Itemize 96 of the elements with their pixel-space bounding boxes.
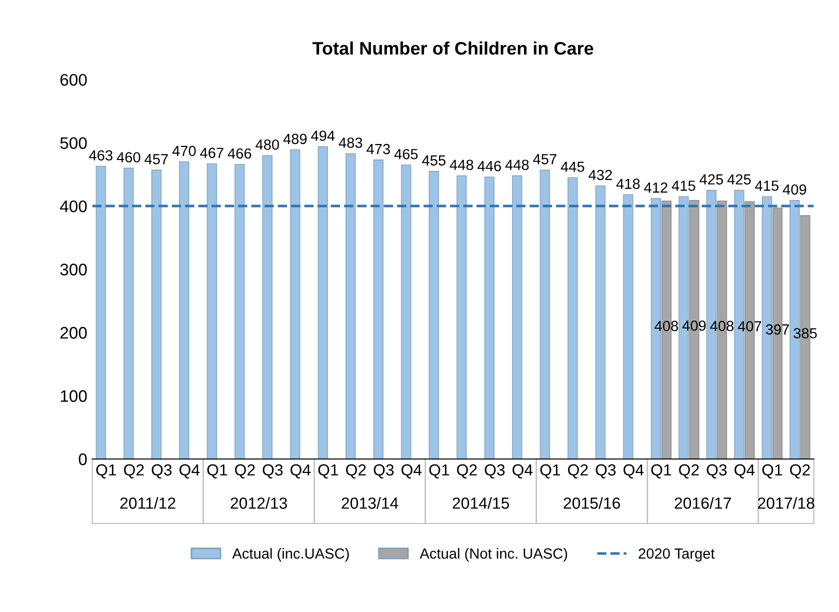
x-tick-label: Q3 <box>262 464 283 478</box>
data-label: 385 <box>794 328 817 338</box>
y-tick-label: 100 <box>60 390 87 402</box>
y-tick-label: 200 <box>60 326 87 339</box>
data-label: 415 <box>755 180 778 191</box>
x-tick-label: Q2 <box>235 464 255 478</box>
bar <box>623 194 634 459</box>
x-tick-label: Q1 <box>96 464 116 478</box>
data-label: 397 <box>766 324 789 335</box>
y-tick-label: 600 <box>60 74 87 86</box>
text: 2014/15 <box>452 497 510 509</box>
data-label: 470 <box>172 146 196 156</box>
x-tick-label: Q1 <box>651 464 672 478</box>
data-label: 418 <box>616 178 640 189</box>
x-tick-label: Q3 <box>596 464 616 478</box>
bar <box>346 153 356 459</box>
bar <box>428 170 439 459</box>
data-label: 483 <box>338 138 362 148</box>
legend-label: Actual (inc.UASC) <box>232 548 349 562</box>
data-label: 446 <box>478 160 501 172</box>
x-tick-label: Q4 <box>512 464 533 478</box>
x-tick-label: Q2 <box>790 464 810 478</box>
x-tick-label: Q4 <box>734 464 755 478</box>
bar <box>456 175 467 459</box>
x-tick-label: Q2 <box>346 464 366 478</box>
bar <box>595 185 606 459</box>
data-label: 408 <box>654 320 678 332</box>
x-tick-label: Q4 <box>402 464 422 478</box>
data-label: 467 <box>200 148 224 158</box>
data-label: 457 <box>533 154 556 164</box>
legend-label: 2020 Target <box>638 548 715 562</box>
x-tick-label: Q2 <box>679 464 699 478</box>
data-label: 489 <box>283 134 307 144</box>
data-label: 457 <box>144 154 168 164</box>
data-label: 448 <box>505 160 529 170</box>
data-label: 460 <box>116 152 140 162</box>
x-tick-label: Q3 <box>374 464 394 478</box>
data-label: 407 <box>738 321 762 332</box>
x-tick-label: Q1 <box>762 464 782 478</box>
y-tick-label: 300 <box>60 264 87 276</box>
bar <box>179 161 190 459</box>
data-label: 463 <box>89 150 112 161</box>
bar <box>124 168 134 459</box>
bar <box>318 146 328 459</box>
data-label: 473 <box>366 144 390 154</box>
y-tick-label: 400 <box>60 200 87 212</box>
x-tick-label: Q2 <box>457 464 477 478</box>
data-label: 455 <box>422 155 446 166</box>
text: 2016/17 <box>674 497 731 509</box>
y-tick-label: 500 <box>60 137 87 150</box>
data-label: 465 <box>394 148 418 160</box>
x-tick-label: Q1 <box>540 464 560 478</box>
x-tick-label: Q3 <box>706 464 727 478</box>
x-tick-label: Q1 <box>429 464 450 478</box>
data-label: 480 <box>256 139 279 150</box>
bar <box>206 163 217 459</box>
x-tick-label: Q4 <box>624 464 644 478</box>
data-label: 412 <box>644 182 668 193</box>
x-tick-label: Q3 <box>152 464 172 478</box>
text: 2013/14 <box>342 497 398 509</box>
data-label: 409 <box>682 320 706 331</box>
x-tick-label: Q3 <box>484 464 505 478</box>
data-label: 448 <box>450 160 474 170</box>
bar <box>568 177 578 459</box>
bar <box>151 170 162 459</box>
bar <box>484 176 494 459</box>
bar <box>540 170 550 459</box>
data-label: 432 <box>588 170 612 180</box>
x-tick-label: Q2 <box>124 464 144 478</box>
text: 2015/16 <box>564 497 620 509</box>
data-label: 408 <box>710 320 734 332</box>
data-label: 425 <box>727 174 751 185</box>
text: 2012/13 <box>230 497 287 509</box>
x-tick-label: Q1 <box>318 464 338 478</box>
legend-label: Actual (Not inc. UASC) <box>420 548 568 562</box>
bar <box>512 175 522 459</box>
bar <box>401 164 412 459</box>
text: 2017/18 <box>758 497 814 509</box>
x-tick-label: Q4 <box>180 464 200 478</box>
x-tick-label: Q1 <box>207 464 228 478</box>
bar <box>290 149 300 459</box>
bar <box>373 160 384 459</box>
bar <box>96 166 106 459</box>
data-label: 409 <box>782 184 806 195</box>
x-tick-label: Q2 <box>568 464 588 478</box>
data-label: 415 <box>672 180 696 191</box>
data-label: 494 <box>311 130 335 141</box>
data-label: 466 <box>228 148 252 159</box>
text: 2011/12 <box>120 497 176 509</box>
data-label: 445 <box>560 162 584 172</box>
data-label: 425 <box>700 174 723 185</box>
x-tick-label: Q4 <box>290 464 311 478</box>
bar <box>262 155 272 459</box>
y-tick-label: 0 <box>78 453 87 466</box>
bar <box>234 164 245 459</box>
chart-title: Total Number of Children in Care <box>312 41 594 55</box>
